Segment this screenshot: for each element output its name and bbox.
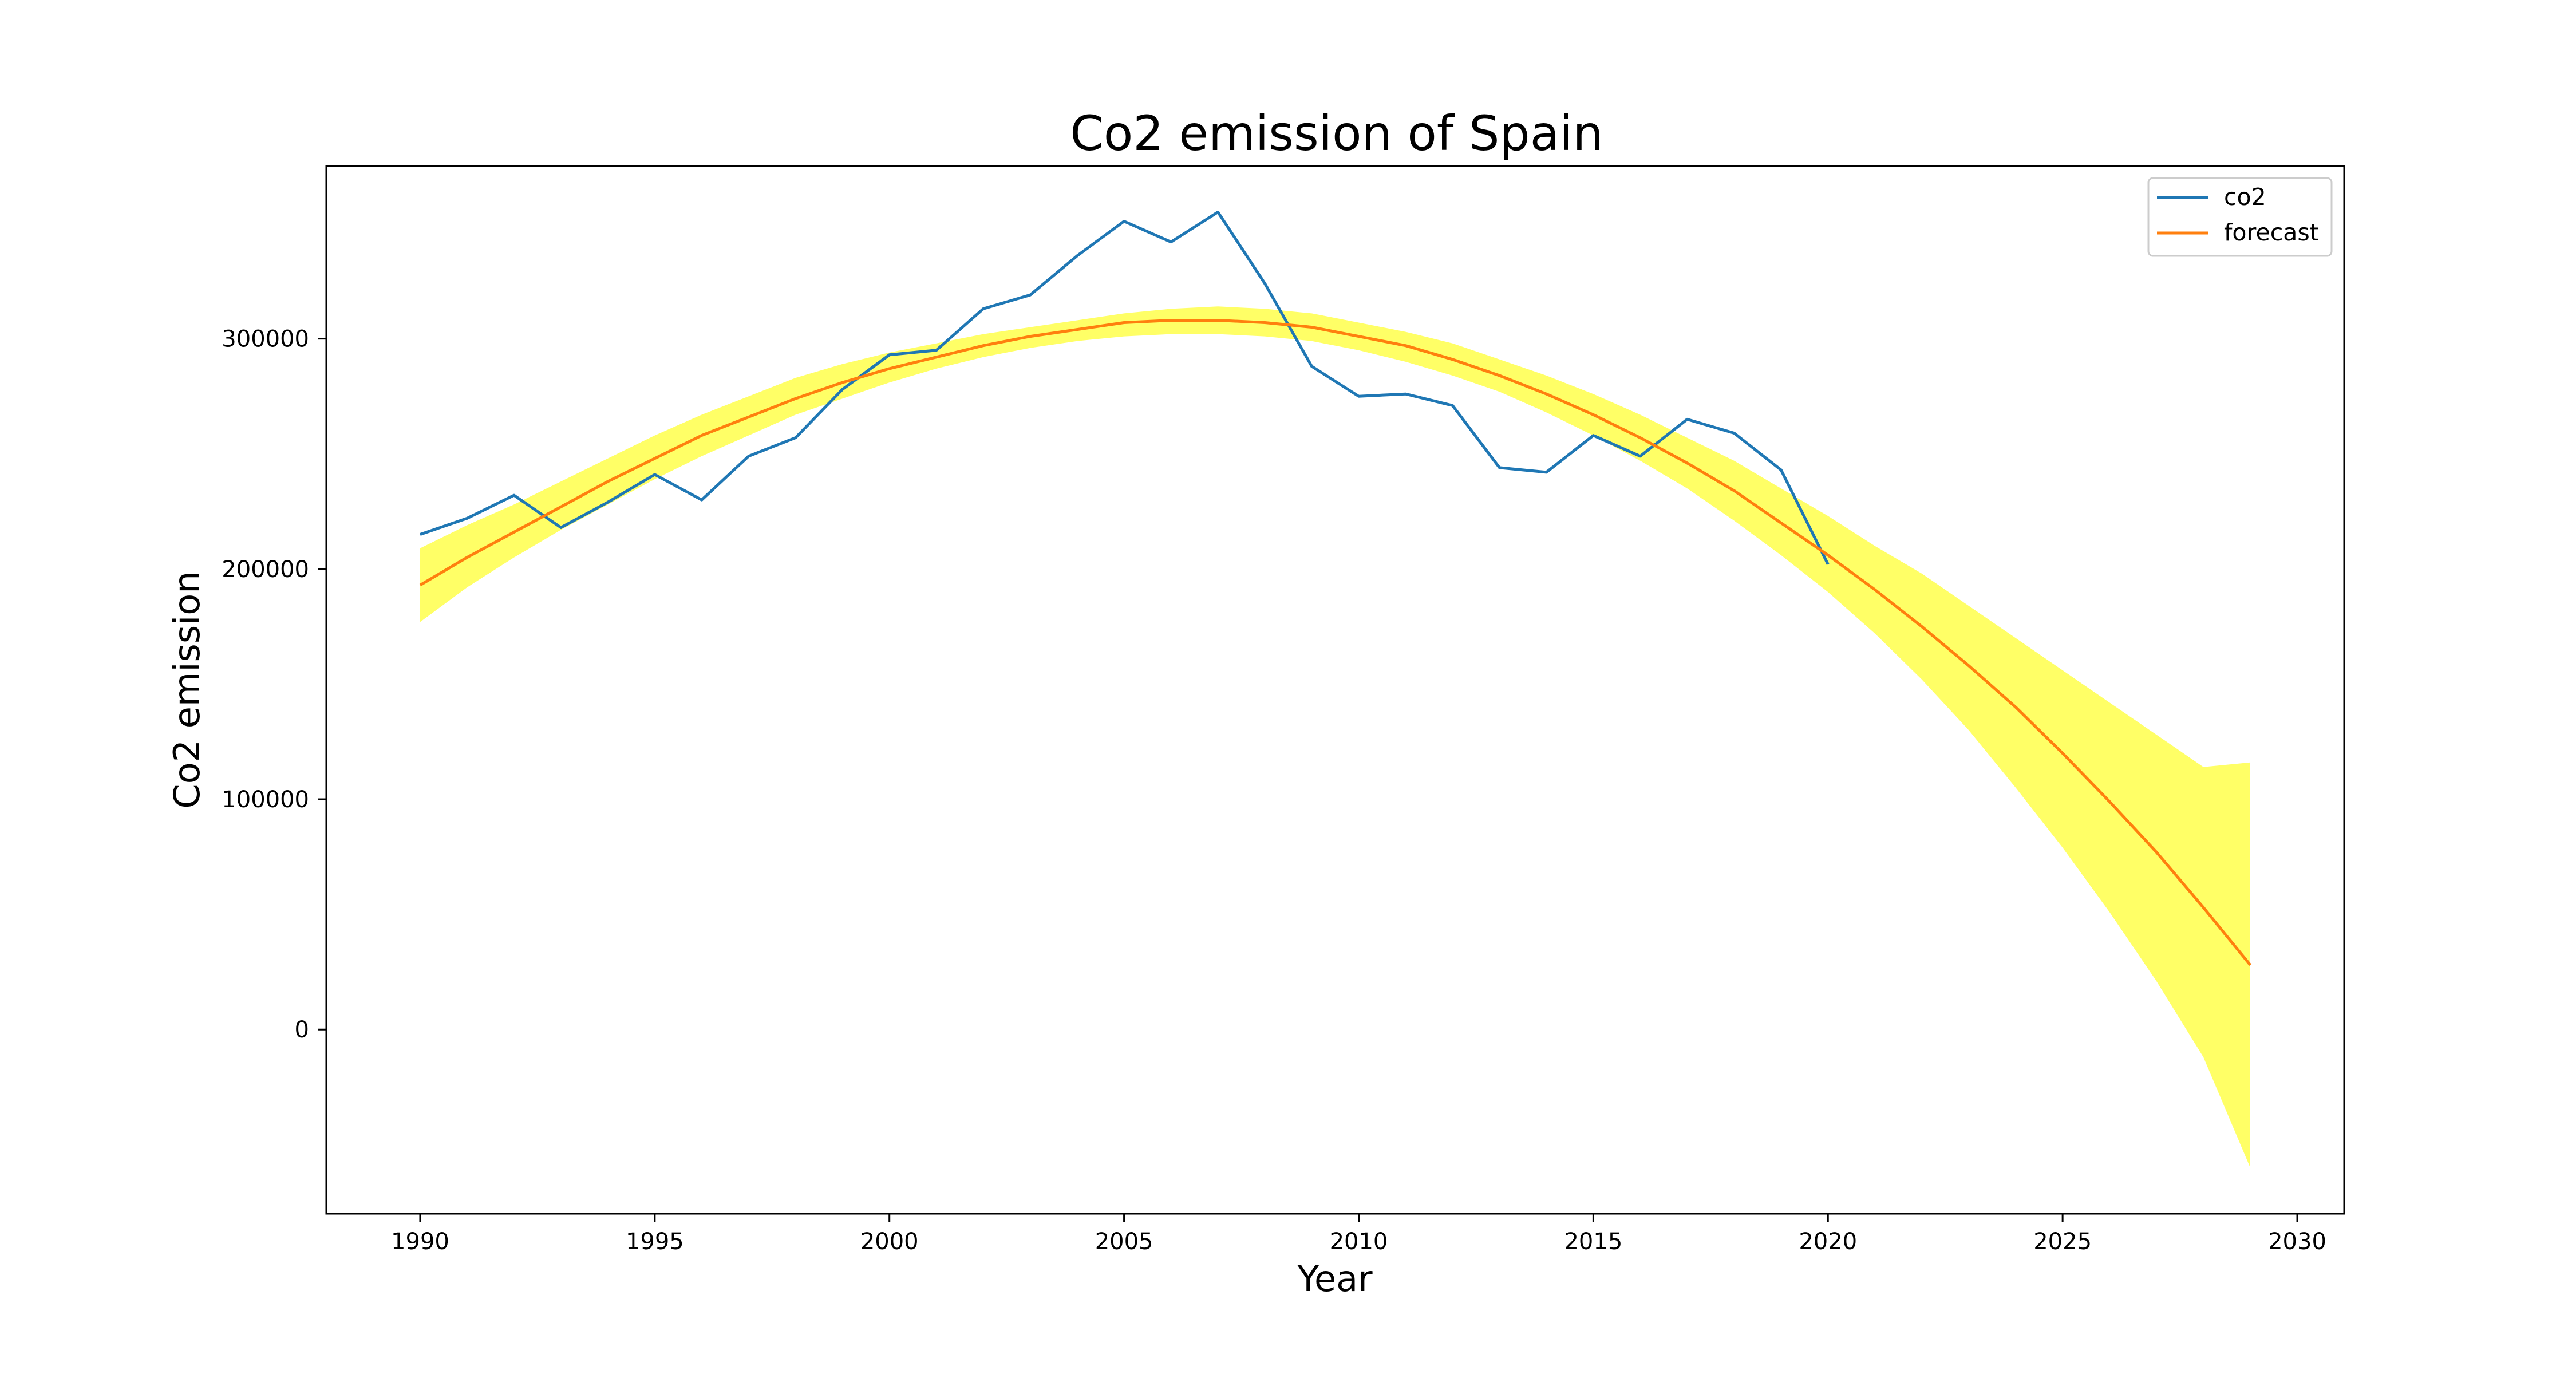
- y-axis-label: Co2 emission: [166, 571, 208, 808]
- x-tick-label: 1995: [626, 1229, 684, 1255]
- x-tick-label: 2030: [2268, 1229, 2326, 1255]
- y-tick-label: 300000: [222, 326, 309, 353]
- series-layer: [419, 210, 2251, 966]
- x-tick-label: 2005: [1095, 1229, 1153, 1255]
- confidence-band-layer: [420, 306, 2250, 1168]
- x-tick-label: 2000: [860, 1229, 919, 1255]
- series-line-forecast: [419, 319, 2251, 966]
- legend-co2-label: co2: [2224, 183, 2266, 211]
- y-tick-label: 0: [295, 1017, 309, 1043]
- x-axis-ticks: 1990 1995 2000 2005 2010 2015 2020 2025 2030: [391, 1214, 2326, 1255]
- chart-title: Co2 emission of Spain: [1070, 105, 1603, 161]
- legend-forecast-label: forecast: [2224, 219, 2319, 246]
- axes-frame: [325, 165, 2345, 1215]
- plot-area: [419, 210, 2251, 1168]
- y-tick-label: 100000: [222, 787, 309, 813]
- x-axis-label: Year: [1297, 1258, 1373, 1300]
- forecast-confidence-band: [420, 306, 2250, 1168]
- y-axis-ticks: 0 100000 200000 300000: [222, 326, 326, 1043]
- x-tick-label: 2015: [1564, 1229, 1622, 1255]
- x-tick-label: 2025: [2033, 1229, 2092, 1255]
- x-tick-label: 1990: [391, 1229, 449, 1255]
- x-tick-label: 2010: [1330, 1229, 1388, 1255]
- x-tick-label: 2020: [1799, 1229, 1857, 1255]
- y-tick-label: 200000: [222, 556, 309, 583]
- series-line-co2: [420, 210, 1830, 565]
- legend: co2 forecast: [2147, 177, 2333, 257]
